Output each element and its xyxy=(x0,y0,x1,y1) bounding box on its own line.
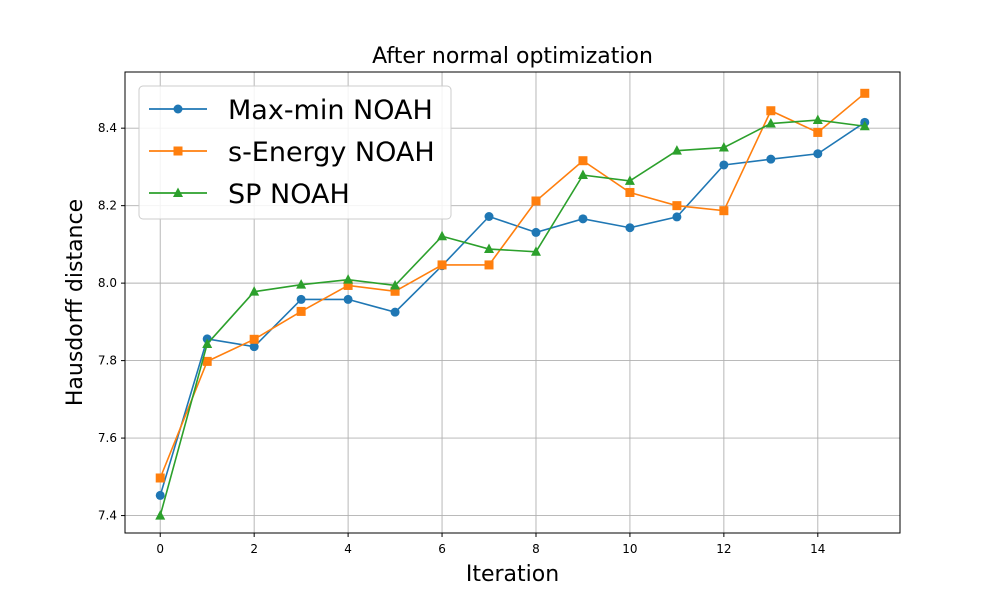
data-point xyxy=(249,286,260,296)
plot-frame xyxy=(124,71,901,534)
data-point xyxy=(155,490,165,500)
data-point xyxy=(296,279,307,289)
legend-label: s-Energy NOAH xyxy=(228,137,435,168)
data-point xyxy=(484,211,494,221)
data-point xyxy=(531,227,541,237)
x-tick-label: 6 xyxy=(438,542,446,556)
data-point xyxy=(813,149,823,159)
data-point xyxy=(672,201,682,211)
data-point xyxy=(343,294,353,304)
data-point xyxy=(859,120,870,131)
y-tick-label: 8.2 xyxy=(98,199,117,213)
data-point xyxy=(343,280,353,290)
x-tick-label: 10 xyxy=(622,542,637,556)
data-point xyxy=(484,243,495,254)
data-point xyxy=(578,214,588,224)
legend-marker xyxy=(173,187,183,197)
data-point xyxy=(296,294,306,304)
data-point xyxy=(155,473,165,483)
data-point xyxy=(202,338,213,348)
data-point xyxy=(765,118,776,128)
legend-box xyxy=(138,85,452,220)
legend-entry: Max-min NOAH xyxy=(149,95,433,126)
series-line xyxy=(159,92,866,479)
data-point xyxy=(578,156,588,166)
data-point xyxy=(625,223,635,233)
legend-label: SP NOAH xyxy=(228,179,350,210)
data-point xyxy=(766,106,776,116)
data-point xyxy=(249,334,259,344)
y-tick-label: 8.4 xyxy=(98,121,117,135)
data-point xyxy=(531,196,541,206)
legend-label: Max-min NOAH xyxy=(228,95,433,126)
x-tick-label: 8 xyxy=(532,542,540,556)
data-point xyxy=(718,142,729,152)
data-point xyxy=(155,510,166,520)
data-point xyxy=(530,246,541,256)
data-point xyxy=(437,260,447,270)
data-point xyxy=(484,260,494,270)
y-axis-ticks: 7.4 7.6 7.8 8.0 8.2 8.4 xyxy=(98,121,125,523)
legend-marker xyxy=(173,104,183,114)
data-point xyxy=(766,154,776,164)
data-point xyxy=(390,279,401,290)
x-tick-label: 0 xyxy=(156,542,164,556)
data-point xyxy=(671,145,682,155)
series-group xyxy=(155,88,870,520)
series-sp-noah xyxy=(155,114,870,520)
data-point xyxy=(813,127,823,137)
x-tick-label: 4 xyxy=(344,542,352,556)
series-line xyxy=(159,119,865,516)
data-point xyxy=(624,175,635,185)
y-tick-label: 7.8 xyxy=(98,354,117,368)
series-s-energy-noah xyxy=(155,88,870,483)
data-point xyxy=(719,206,729,216)
x-tick-label: 12 xyxy=(716,542,731,556)
data-point xyxy=(343,274,354,284)
data-point xyxy=(437,230,448,241)
data-point xyxy=(719,160,729,170)
y-tick-label: 7.6 xyxy=(98,431,117,445)
legend-entry: SP NOAH xyxy=(149,179,350,210)
data-point xyxy=(202,356,212,366)
data-point xyxy=(249,342,259,352)
x-axis-ticks: 0 2 4 6 8 10 12 14 xyxy=(156,533,825,556)
legend: Max-min NOAH s-Energy NOAH SP NOAH xyxy=(138,85,452,220)
data-point xyxy=(390,307,400,317)
chart-title: After normal optimization xyxy=(372,44,653,69)
data-point xyxy=(812,114,823,125)
y-axis-label: Hausdorff distance xyxy=(63,199,88,406)
data-point xyxy=(390,286,400,296)
legend-entry: s-Energy NOAH xyxy=(149,137,435,168)
data-point xyxy=(672,212,682,222)
data-point xyxy=(625,187,635,197)
x-tick-label: 2 xyxy=(250,542,258,556)
x-axis-label: Iteration xyxy=(466,562,559,587)
y-tick-label: 7.4 xyxy=(98,509,117,523)
data-point xyxy=(860,88,870,98)
y-tick-label: 8.0 xyxy=(98,276,117,290)
x-tick-label: 14 xyxy=(810,542,825,556)
data-point xyxy=(577,169,588,180)
legend-marker xyxy=(173,146,183,156)
data-point xyxy=(296,306,306,316)
